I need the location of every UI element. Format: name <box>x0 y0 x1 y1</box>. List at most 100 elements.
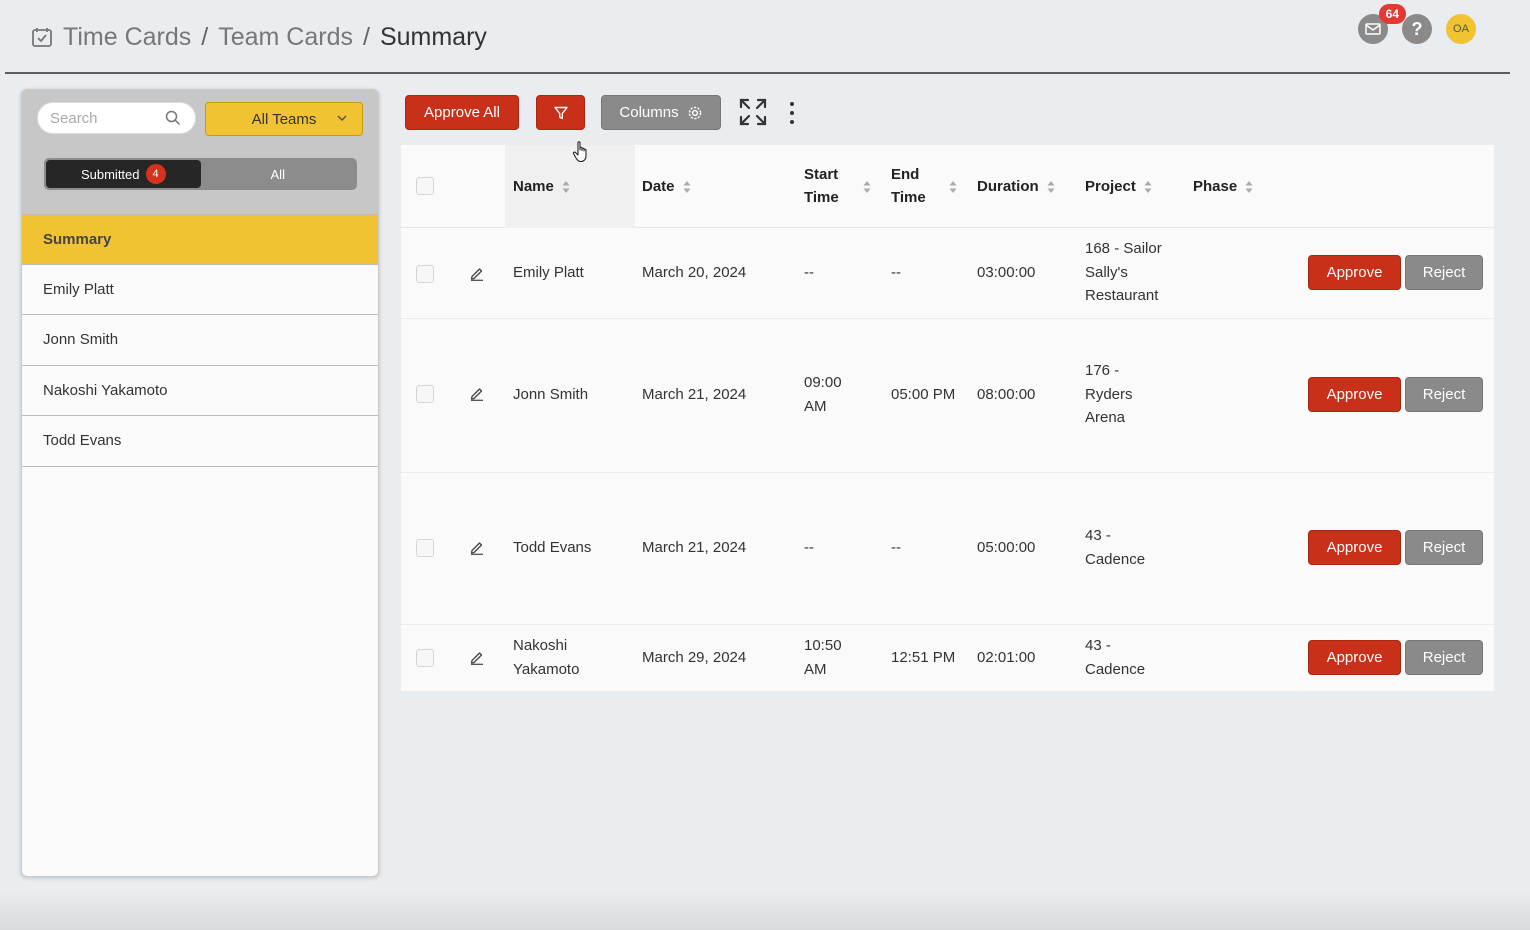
submitted-count-badge: 4 <box>145 164 166 184</box>
pencil-icon[interactable] <box>469 265 485 281</box>
team-select[interactable]: All Teams <box>205 102 363 136</box>
sidebar-item-label: Emily Platt <box>43 280 114 298</box>
cell-start-time: -- <box>804 539 814 556</box>
row-checkbox[interactable] <box>416 265 434 283</box>
cell-end-time: 12:51 PM <box>891 649 956 666</box>
cell-project: 43 - Cadence <box>1085 524 1145 571</box>
sort-icon <box>683 181 691 194</box>
column-header-date[interactable]: Date <box>642 175 691 198</box>
cell-project: 168 - Sailor Sally's Restaurant <box>1085 237 1162 308</box>
cell-project-line1: 168 - Sailor <box>1085 240 1162 257</box>
row-checkbox[interactable] <box>416 385 434 403</box>
chevron-down-icon <box>337 115 347 122</box>
pencil-icon[interactable] <box>469 539 485 555</box>
page-header: Time Cards / Team Cards / Summary 64 ? O… <box>5 0 1510 74</box>
cell-date: March 20, 2024 <box>642 264 747 281</box>
cell-name: Emily Platt <box>513 261 584 285</box>
cell-start-line1: 09:00 <box>804 374 842 391</box>
table-header: Name Date Start Time End Time Duration P… <box>401 145 1494 228</box>
reject-button[interactable]: Reject <box>1405 377 1483 412</box>
more-vertical-icon[interactable] <box>785 100 799 126</box>
sidebar-list: Summary Emily Platt Jonn Smith Nakoshi Y… <box>22 214 378 467</box>
sort-icon <box>1047 181 1055 194</box>
row-checkbox[interactable] <box>416 649 434 667</box>
cell-start-line2: AM <box>804 397 827 415</box>
cell-duration: 05:00:00 <box>977 539 1036 556</box>
search-box[interactable] <box>37 102 196 134</box>
cell-project-line1: 43 - <box>1085 637 1111 654</box>
sidebar-item-todd-evans[interactable]: Todd Evans <box>22 416 378 467</box>
column-header-phase[interactable]: Phase <box>1193 175 1253 198</box>
cell-name-line1: Emily Platt <box>513 264 584 281</box>
sidebar-item-summary[interactable]: Summary <box>22 214 378 265</box>
status-segmented-control: Submitted 4 All <box>44 158 357 190</box>
team-select-value: All Teams <box>251 110 317 128</box>
column-header-name[interactable]: Name <box>513 175 570 198</box>
cell-project-line3: Arena <box>1085 409 1126 426</box>
table-row: Todd Evans March 21, 2024 -- -- 05:00:00… <box>401 473 1494 625</box>
column-header-phase-label: Phase <box>1193 178 1238 195</box>
reject-button[interactable]: Reject <box>1405 640 1483 675</box>
gear-icon <box>688 106 701 119</box>
cell-end-time: 05:00 PM <box>891 386 956 403</box>
column-header-start-line1: Start <box>804 166 839 183</box>
column-header-date-label: Date <box>642 178 675 195</box>
column-header-start-line2: Time <box>804 189 839 206</box>
columns-button[interactable]: Columns <box>601 95 721 130</box>
avatar[interactable]: OA <box>1446 14 1476 44</box>
segment-all[interactable]: All <box>201 160 356 188</box>
cell-project: 43 - Cadence <box>1085 634 1145 681</box>
breadcrumb-team-cards[interactable]: Team Cards <box>218 22 353 51</box>
sort-icon <box>562 181 570 194</box>
column-header-duration[interactable]: Duration <box>977 175 1055 198</box>
row-checkbox[interactable] <box>416 539 434 557</box>
sidebar-item-nakoshi-yakamoto[interactable]: Nakoshi Yakamoto <box>22 365 378 416</box>
approve-button[interactable]: Approve <box>1308 255 1401 290</box>
cell-date: March 29, 2024 <box>642 649 747 666</box>
cell-start-time: 09:00 AM <box>804 371 842 418</box>
cell-name-line1: Nakoshi <box>513 637 568 654</box>
help-label: ? <box>1411 18 1423 39</box>
column-header-end-time[interactable]: End Time <box>891 163 926 209</box>
column-header-project[interactable]: Project <box>1085 175 1152 198</box>
columns-label: Columns <box>619 104 679 121</box>
sidebar-item-jonn-smith[interactable]: Jonn Smith <box>22 315 378 366</box>
cell-project-line1: 43 - <box>1085 527 1111 544</box>
approve-button[interactable]: Approve <box>1308 530 1401 565</box>
expand-icon[interactable] <box>739 98 767 126</box>
bottom-edge <box>0 890 1530 930</box>
cell-project: 176 - Ryders Arena <box>1085 359 1133 430</box>
cell-name: Jonn Smith <box>513 383 588 407</box>
filter-button[interactable] <box>536 95 585 130</box>
breadcrumb: Time Cards / Team Cards / Summary <box>31 20 487 54</box>
cell-project-line3: Restaurant <box>1085 287 1159 304</box>
column-header-start-time[interactable]: Start Time <box>804 163 839 209</box>
cell-project-line1: 176 - <box>1085 362 1120 379</box>
hand-pointer-cursor-icon <box>572 141 587 163</box>
name-column-highlight <box>505 145 635 228</box>
sidebar-item-label: Nakoshi Yakamoto <box>43 381 168 399</box>
segment-submitted-label: Submitted <box>80 166 140 182</box>
breadcrumb-time-cards[interactable]: Time Cards <box>63 22 192 51</box>
reject-button[interactable]: Reject <box>1405 255 1483 290</box>
cell-start-line2: AM <box>804 660 827 678</box>
search-input[interactable] <box>50 109 165 127</box>
sidebar-item-label: Summary <box>43 230 112 248</box>
cell-name: Todd Evans <box>513 536 591 560</box>
sidebar-item-emily-platt[interactable]: Emily Platt <box>22 264 378 315</box>
cell-duration: 03:00:00 <box>977 264 1036 281</box>
help-icon[interactable]: ? <box>1402 14 1432 44</box>
pencil-icon[interactable] <box>469 385 485 401</box>
notifications-button[interactable]: 64 <box>1358 4 1406 44</box>
approve-button[interactable]: Approve <box>1308 640 1401 675</box>
segment-submitted[interactable]: Submitted 4 <box>46 160 201 188</box>
cell-start-time: 10:50 AM <box>804 634 842 681</box>
calendar-check-icon <box>31 26 53 48</box>
pencil-icon[interactable] <box>469 649 485 665</box>
cell-date: March 21, 2024 <box>642 539 747 556</box>
column-header-end-line1: End <box>891 166 920 183</box>
reject-button[interactable]: Reject <box>1405 530 1483 565</box>
approve-button[interactable]: Approve <box>1308 377 1401 412</box>
select-all-checkbox[interactable] <box>416 177 434 195</box>
approve-all-button[interactable]: Approve All <box>405 95 519 130</box>
